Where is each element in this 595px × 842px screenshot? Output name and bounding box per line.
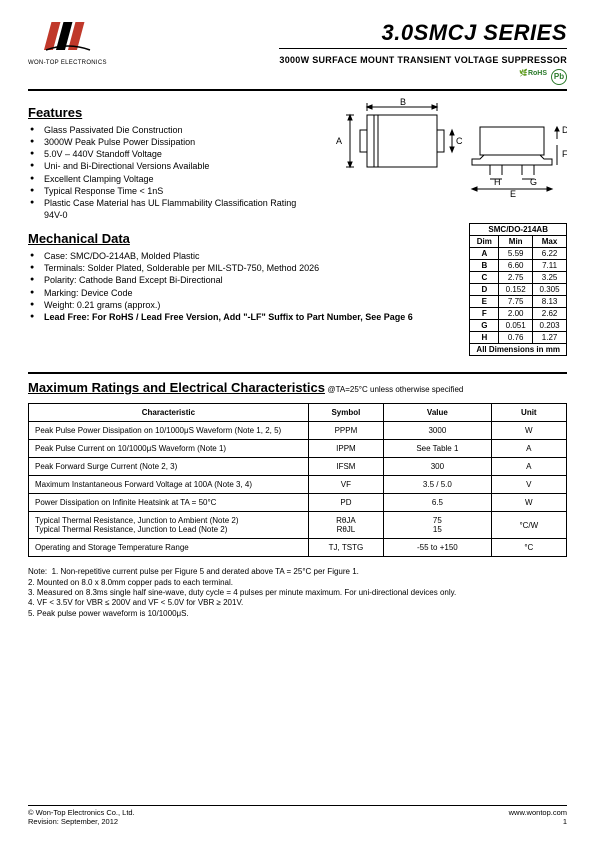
page-footer: © Won-Top Electronics Co., Ltd. Revision…	[28, 805, 567, 826]
feature-item: Plastic Case Material has UL Flammabilit…	[30, 197, 310, 221]
note-item: 5. Peak pulse power waveform is 10/1000μ…	[28, 609, 567, 619]
note-item: 2. Mounted on 8.0 x 8.0mm copper pads to…	[28, 578, 567, 588]
footer-revision: Revision: September, 2012	[28, 817, 135, 826]
header: WON-TOP ELECTRONICS 3.0SMCJ SERIES 3000W…	[28, 20, 567, 85]
feature-item: Uni- and Bi-Directional Versions Availab…	[30, 160, 310, 172]
note-item: Note: 1. Non-repetitive current pulse pe…	[28, 567, 567, 577]
rohs-badge: 🌿RoHS	[519, 69, 547, 85]
feature-item: Excellent Clamping Voltage	[30, 173, 310, 185]
footer-url: www.wontop.com	[509, 808, 567, 817]
mechanical-list: Case: SMC/DO-214AB, Molded Plastic Termi…	[28, 250, 449, 323]
pb-free-badge: Pb	[551, 69, 567, 85]
mech-item: Marking: Device Code	[30, 287, 449, 299]
series-title: 3.0SMCJ SERIES	[279, 20, 567, 46]
dimensions-table: SMC/DO-214AB Dim Min Max A5.596.22 B6.60…	[469, 223, 567, 356]
package-diagram: B A C D F H	[322, 97, 567, 221]
mech-item: Terminals: Solder Plated, Solderable per…	[30, 262, 449, 274]
note-item: 4. VF < 3.5V for VBR ≤ 200V and VF < 5.0…	[28, 598, 567, 608]
mech-item: Case: SMC/DO-214AB, Molded Plastic	[30, 250, 449, 262]
features-list: Glass Passivated Die Construction 3000W …	[28, 124, 310, 221]
features-heading: Features	[28, 105, 310, 120]
svg-text:C: C	[456, 136, 463, 146]
mech-item: Weight: 0.21 grams (approx.)	[30, 299, 449, 311]
company-logo: WON-TOP ELECTRONICS	[28, 20, 107, 66]
features-section: Features Glass Passivated Die Constructi…	[28, 97, 567, 221]
mechanical-section: Mechanical Data Case: SMC/DO-214AB, Mold…	[28, 223, 567, 356]
feature-item: 5.0V – 440V Standoff Voltage	[30, 148, 310, 160]
notes-section: Note: 1. Non-repetitive current pulse pe…	[28, 567, 567, 619]
ratings-condition: @TA=25°C unless otherwise specified	[327, 385, 463, 394]
logo-caption: WON-TOP ELECTRONICS	[28, 60, 107, 66]
ratings-table: Characteristic Symbol Value Unit Peak Pu…	[28, 403, 567, 557]
feature-item: Glass Passivated Die Construction	[30, 124, 310, 136]
dim-title: SMC/DO-214AB	[470, 224, 567, 236]
svg-text:D: D	[562, 125, 567, 135]
footer-copyright: © Won-Top Electronics Co., Ltd.	[28, 808, 135, 817]
svg-text:B: B	[400, 97, 406, 107]
mechanical-heading: Mechanical Data	[28, 231, 449, 246]
mech-item: Polarity: Cathode Band Except Bi-Directi…	[30, 274, 449, 286]
ratings-heading: Maximum Ratings and Electrical Character…	[28, 380, 325, 395]
svg-text:G: G	[530, 177, 537, 187]
feature-item: Typical Response Time < 1nS	[30, 185, 310, 197]
subtitle: 3000W SURFACE MOUNT TRANSIENT VOLTAGE SU…	[279, 55, 567, 65]
page-number: 1	[509, 817, 567, 826]
note-item: 3. Measured on 8.3ms single half sine-wa…	[28, 588, 567, 598]
svg-text:A: A	[336, 136, 342, 146]
svg-text:H: H	[494, 177, 501, 187]
feature-item: 3000W Peak Pulse Power Dissipation	[30, 136, 310, 148]
logo-icon	[40, 20, 95, 58]
mech-item: Lead Free: For RoHS / Lead Free Version,…	[30, 311, 449, 323]
title-block: 3.0SMCJ SERIES 3000W SURFACE MOUNT TRANS…	[279, 20, 567, 85]
ratings-section: Maximum Ratings and Electrical Character…	[28, 380, 567, 557]
svg-text:E: E	[510, 189, 516, 199]
svg-text:F: F	[562, 149, 567, 159]
